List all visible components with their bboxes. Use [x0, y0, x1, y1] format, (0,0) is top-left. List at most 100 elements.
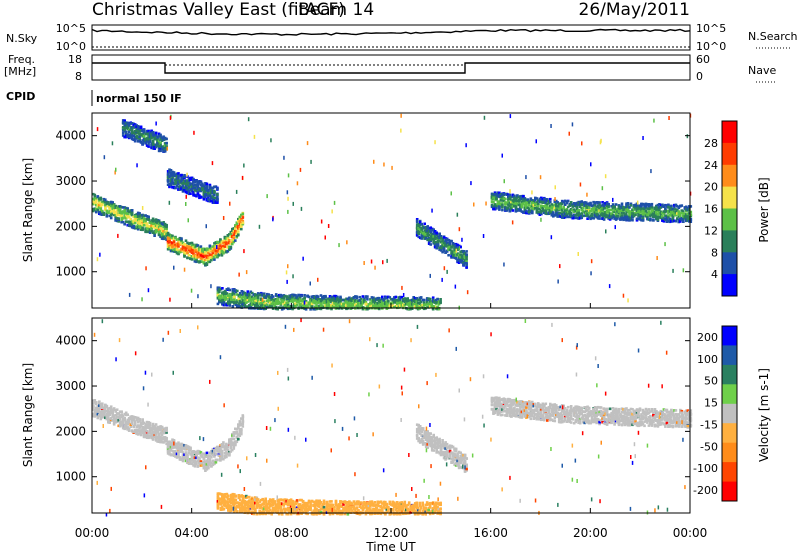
- echo-cell: [583, 211, 586, 214]
- echo-cell: [664, 207, 667, 210]
- echo-cell: [207, 251, 210, 255]
- echo-cell: [242, 290, 245, 294]
- echo-cell: [222, 298, 226, 302]
- echo-cell: [129, 209, 132, 212]
- echo-cell: [529, 199, 533, 202]
- echo-cell: [328, 300, 332, 304]
- echo-cell: [214, 185, 218, 188]
- echo-cell: [505, 207, 509, 210]
- echo-cell: [135, 226, 138, 230]
- echo-cell: [153, 229, 156, 233]
- echo-cell: [256, 298, 260, 301]
- echo-cell: [427, 297, 430, 300]
- echo-cell: [605, 207, 609, 210]
- echo-cell: [590, 214, 594, 217]
- echo-cell: [156, 219, 159, 222]
- echo-cell: [595, 215, 598, 219]
- echo-cell: [546, 207, 549, 210]
- noise-cell: [465, 143, 467, 148]
- echo-cell: [142, 217, 146, 220]
- echo-cell: [192, 193, 195, 197]
- echo-cell: [511, 193, 515, 197]
- noise-cell: [370, 259, 373, 264]
- echo-cell: [462, 250, 465, 253]
- echo-cell: [228, 298, 232, 301]
- echo-cell: [112, 418, 116, 422]
- echo-cell: [187, 190, 191, 193]
- echo-cell: [599, 209, 603, 213]
- echo-cell: [101, 213, 104, 216]
- echo-cell: [205, 256, 209, 259]
- echo-cell: [124, 132, 128, 135]
- echo-cell: [190, 243, 194, 247]
- echo-cell: [532, 207, 536, 211]
- echo-cell: [498, 208, 501, 211]
- noise-cell: [383, 162, 385, 167]
- echo-cell: [436, 307, 439, 311]
- echo-cell: [426, 229, 429, 232]
- echo-cell: [228, 288, 232, 292]
- echo-cell: [228, 233, 231, 236]
- echo-cell: [577, 213, 580, 217]
- echo-cell: [178, 250, 182, 254]
- echo-cell: [581, 214, 585, 218]
- echo-cell: [201, 260, 204, 263]
- echo-cell: [239, 305, 242, 308]
- echo-cell: [238, 215, 242, 219]
- echo-cell: [225, 250, 228, 254]
- echo-cell: [126, 126, 129, 130]
- echo-cell: [178, 240, 182, 244]
- echo-cell: [240, 293, 244, 297]
- echo-cell: [234, 289, 238, 292]
- echo-cell: [619, 213, 622, 216]
- echo-cell: [135, 218, 138, 221]
- echo-cell: [601, 213, 604, 217]
- echo-cell: [531, 211, 534, 215]
- echo-cell: [242, 303, 245, 306]
- echo-cell: [219, 247, 222, 251]
- nave-label: Nave: [748, 64, 776, 77]
- echo-cell: [186, 245, 189, 248]
- echo-cell: [382, 299, 386, 302]
- echo-cell: [211, 251, 215, 255]
- echo-cell: [541, 198, 545, 202]
- echo-cell: [433, 305, 436, 309]
- echo-cell: [150, 136, 153, 140]
- echo-cell: [406, 302, 409, 306]
- echo-cell: [428, 297, 432, 301]
- echo-cell: [230, 294, 233, 298]
- echo-cell: [107, 413, 110, 417]
- echo-cell: [689, 218, 693, 221]
- echo-cell: [668, 206, 672, 210]
- echo-cell: [132, 122, 135, 126]
- noise-cell: [470, 181, 472, 186]
- echo-cell: [107, 409, 110, 412]
- echo-cell: [171, 245, 174, 249]
- echo-cell: [211, 186, 215, 190]
- echo-cell: [190, 258, 194, 261]
- echo-cell: [96, 407, 100, 411]
- echo-cell: [406, 307, 409, 311]
- echo-cell: [130, 209, 134, 212]
- noise-cell: [557, 279, 559, 284]
- echo-cell: [592, 217, 595, 220]
- echo-cell: [123, 135, 126, 139]
- echo-cell: [227, 302, 230, 306]
- echo-cell: [202, 252, 206, 256]
- echo-cell: [592, 200, 595, 204]
- echo-cell: [121, 134, 125, 137]
- echo-cell: [129, 425, 132, 428]
- echo-cell: [520, 205, 524, 209]
- noise-cell: [503, 262, 505, 267]
- echo-cell: [433, 240, 437, 244]
- echo-cell: [157, 139, 161, 143]
- echo-cell: [409, 299, 412, 302]
- echo-cell: [237, 302, 241, 305]
- echo-cell: [363, 300, 366, 304]
- echo-cell: [130, 418, 134, 422]
- echo-cell: [552, 211, 555, 214]
- echo-cell: [160, 228, 164, 231]
- noise-cell: [689, 191, 692, 196]
- echo-cell: [243, 305, 247, 309]
- echo-cell: [294, 302, 297, 305]
